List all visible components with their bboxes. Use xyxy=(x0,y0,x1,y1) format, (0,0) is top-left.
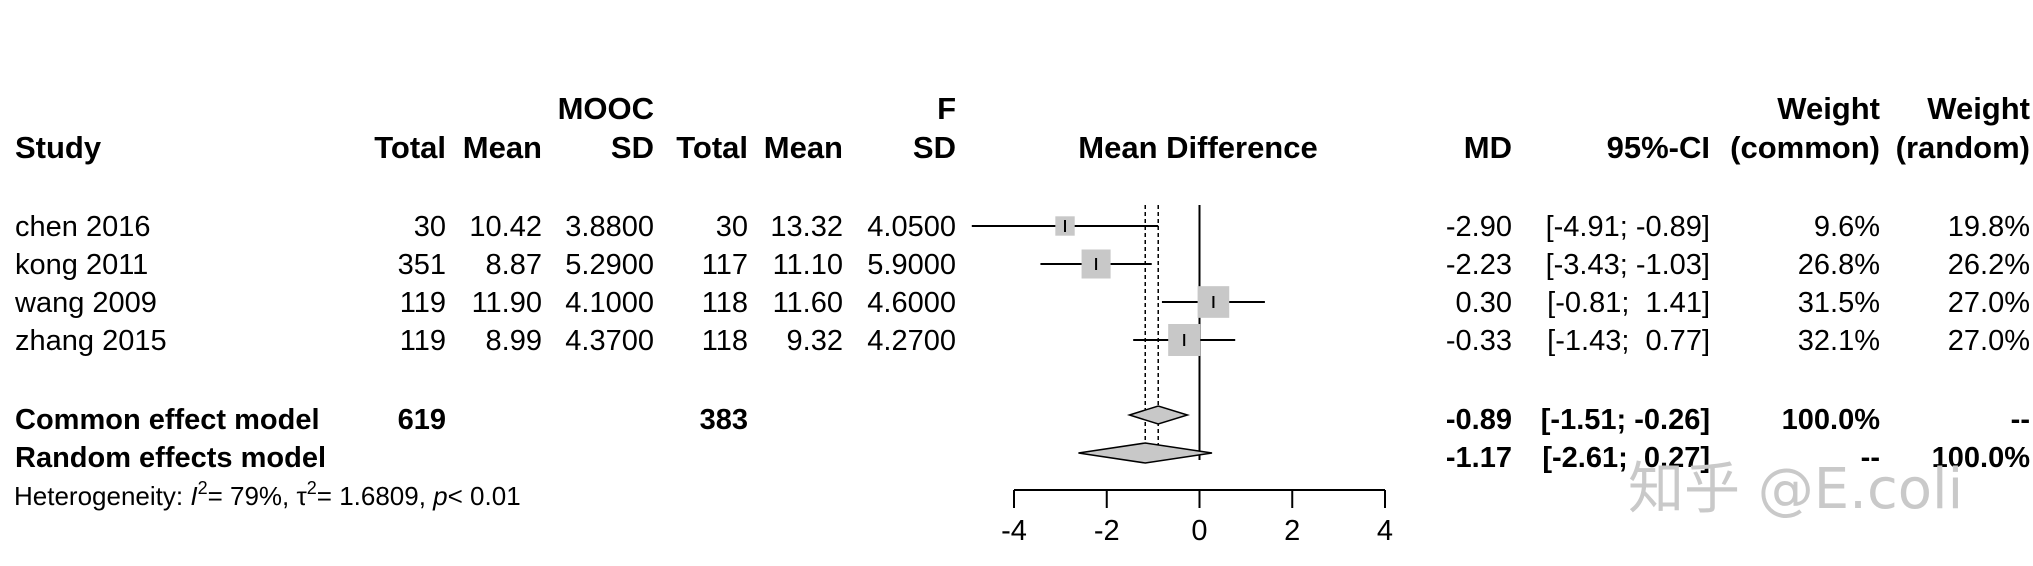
i2-symbol: I xyxy=(190,481,197,511)
header-mean-1: Mean xyxy=(463,130,542,165)
tau2-superscript: 2 xyxy=(307,478,317,498)
header-weight-random-top: Weight xyxy=(1927,91,2030,126)
table-row: zhang 2015 119 8.99 4.3700 118 9.32 4.27… xyxy=(15,325,2030,357)
weight-common: 31.5% xyxy=(1798,287,1880,319)
group1-mean: 11.90 xyxy=(472,287,542,319)
random-effects-diamond xyxy=(1078,442,1213,464)
group2-sd: 4.0500 xyxy=(867,211,956,243)
random-model-weight-random: 100.0% xyxy=(1932,442,2031,474)
header-sd-1: SD xyxy=(611,130,654,165)
header-total-1: Total xyxy=(374,130,446,165)
group1-total: 351 xyxy=(398,249,446,281)
header-mean-2: Mean xyxy=(764,130,843,165)
group2-sd: 4.6000 xyxy=(867,287,956,319)
group2-total: 117 xyxy=(702,249,748,281)
study-name: wang 2009 xyxy=(14,287,157,319)
weight-common: 32.1% xyxy=(1798,325,1880,357)
random-model-label: Random effects model xyxy=(15,442,326,474)
watermark: 知乎 @E.coli xyxy=(1628,457,1963,522)
group2-sd: 4.2700 xyxy=(867,325,956,357)
group2-sd: 5.9000 xyxy=(867,249,956,281)
md-value: -0.33 xyxy=(1446,325,1512,357)
study-name: kong 2011 xyxy=(15,249,148,281)
md-value: 0.30 xyxy=(1456,287,1512,319)
x-axis-tick-label: -2 xyxy=(1094,515,1120,547)
common-model-ci: [-1.51; -0.26] xyxy=(1541,404,1710,436)
header-ci: 95%-CI xyxy=(1607,130,1710,165)
common-effect-diamond xyxy=(1126,405,1190,425)
weight-random: 27.0% xyxy=(1948,287,2030,319)
header-weight-common: (common) xyxy=(1730,130,1880,165)
random-model-weight-common: -- xyxy=(1861,442,1880,474)
weight-random: 27.0% xyxy=(1948,325,2030,357)
header-sd-2: SD xyxy=(913,130,956,165)
table-row: chen 2016 30 10.42 3.8800 30 13.32 4.050… xyxy=(15,211,2030,243)
heterogeneity-stats: Heterogeneity: I2= 79%, τ2= 1.6809, p< 0… xyxy=(14,478,521,511)
common-model-total-2: 383 xyxy=(700,404,748,436)
common-model-md: -0.89 xyxy=(1446,404,1512,436)
header-weight-random: (random) xyxy=(1896,130,2030,165)
weight-common: 9.6% xyxy=(1814,211,1880,243)
random-model-ci: [-2.61; 0.27] xyxy=(1542,442,1710,474)
common-model-weight-common: 100.0% xyxy=(1782,404,1881,436)
md-value: -2.23 xyxy=(1446,249,1512,281)
common-model-label: Common effect model xyxy=(15,404,320,436)
common-model-weight-random: -- xyxy=(2011,404,2030,436)
tau2-value: = 1.6809, xyxy=(317,481,433,511)
tau2-symbol: τ xyxy=(296,481,307,511)
group1-sd: 4.1000 xyxy=(565,287,654,319)
header-group2-title: F xyxy=(937,91,956,126)
header-total-2: Total xyxy=(676,130,748,165)
group2-mean: 13.32 xyxy=(770,211,843,243)
weight-random: 19.8% xyxy=(1948,211,2030,243)
group2-total: 118 xyxy=(702,287,748,319)
x-axis-tick-label: 0 xyxy=(1191,515,1207,547)
group1-mean: 8.87 xyxy=(486,249,542,281)
i2-value: = 79%, xyxy=(208,481,297,511)
x-axis-tick-label: -4 xyxy=(1001,515,1027,547)
table-header: MOOC F Weight Weight Study Total Mean SD… xyxy=(15,91,2030,165)
i2-superscript: 2 xyxy=(198,478,208,498)
study-name: chen 2016 xyxy=(15,211,150,243)
common-model-total-1: 619 xyxy=(398,404,446,436)
group1-total: 119 xyxy=(400,287,446,319)
group1-sd: 4.3700 xyxy=(565,325,654,357)
study-name: zhang 2015 xyxy=(15,325,167,357)
ci-value: [-3.43; -1.03] xyxy=(1546,249,1710,281)
table-row: kong 2011 351 8.87 5.2900 117 11.10 5.90… xyxy=(15,249,2030,281)
group1-mean: 10.42 xyxy=(469,211,542,243)
group1-sd: 5.2900 xyxy=(565,249,654,281)
p-value: < 0.01 xyxy=(448,481,521,511)
group2-total: 30 xyxy=(716,211,748,243)
md-value: -2.90 xyxy=(1446,211,1512,243)
random-effects-row: Random effects model -1.17 [-2.61; 0.27]… xyxy=(15,442,2030,474)
p-symbol: p xyxy=(432,481,447,511)
header-mean-difference: Mean Difference xyxy=(1078,130,1317,165)
ci-value: [-1.43; 0.77] xyxy=(1547,325,1710,357)
group1-total: 119 xyxy=(400,325,446,357)
plot-area: -4 -2 0 2 4 xyxy=(971,205,1393,547)
ci-value: [-0.81; 1.41] xyxy=(1547,287,1710,319)
weight-common: 26.8% xyxy=(1798,249,1880,281)
group2-mean: 9.32 xyxy=(787,325,843,357)
header-weight-common-top: Weight xyxy=(1777,91,1880,126)
heterogeneity-prefix: Heterogeneity: xyxy=(14,481,190,511)
table-row: wang 2009 119 11.90 4.1000 118 11.60 4.6… xyxy=(14,287,2030,319)
group2-total: 118 xyxy=(702,325,748,357)
x-axis-tick-label: 2 xyxy=(1284,515,1300,547)
x-axis-tick-label: 4 xyxy=(1377,515,1393,547)
weight-random: 26.2% xyxy=(1948,249,2030,281)
random-model-md: -1.17 xyxy=(1446,442,1512,474)
group1-sd: 3.8800 xyxy=(565,211,654,243)
header-study: Study xyxy=(15,130,102,165)
header-md: MD xyxy=(1464,130,1512,165)
common-effect-row: Common effect model 619 383 -0.89 [-1.51… xyxy=(15,404,2030,436)
group2-mean: 11.10 xyxy=(773,249,843,281)
ci-value: [-4.91; -0.89] xyxy=(1546,211,1710,243)
group2-mean: 11.60 xyxy=(773,287,843,319)
header-group1-title: MOOC xyxy=(558,91,654,126)
group1-mean: 8.99 xyxy=(486,325,542,357)
group1-total: 30 xyxy=(414,211,446,243)
